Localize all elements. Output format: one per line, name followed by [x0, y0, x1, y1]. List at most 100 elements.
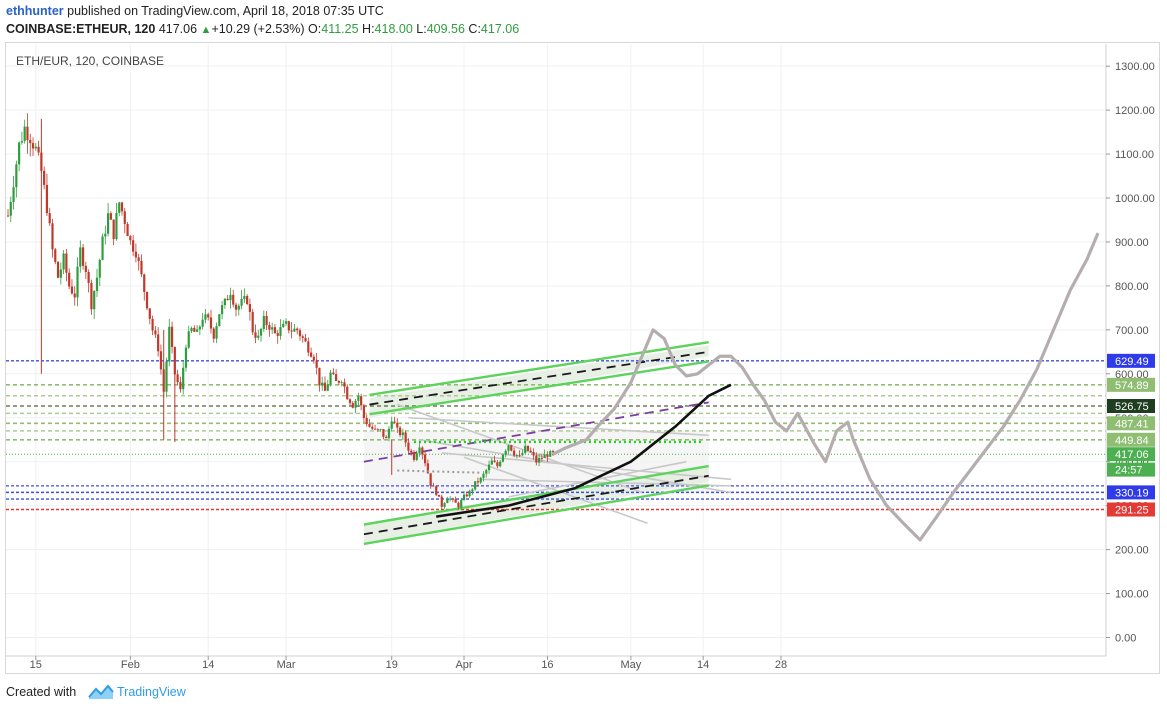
- price-tick-label: 900.00: [1115, 237, 1149, 249]
- candle-body: [518, 455, 521, 456]
- time-tick-label: May: [620, 659, 641, 671]
- published-text: published on TradingView.com, April 18, …: [67, 4, 384, 18]
- candle-body: [357, 396, 360, 401]
- ohlc-line: COINBASE:ETHEUR, 120 417.06 ▲+10.29 (+2.…: [6, 22, 519, 36]
- price-badge: [1107, 485, 1155, 500]
- price-badge: [1107, 432, 1155, 447]
- candle-body: [170, 326, 174, 347]
- candle-body: [262, 315, 265, 329]
- candle-body: [454, 499, 457, 503]
- candle-body: [526, 445, 530, 451]
- chart-frame[interactable]: [5, 42, 1160, 674]
- channel-lower-bottom: [363, 484, 709, 546]
- candle-body: [412, 452, 416, 460]
- candle-body: [279, 327, 282, 336]
- candle-body: [418, 447, 421, 454]
- candle-body: [298, 330, 302, 337]
- candle-body: [73, 293, 76, 298]
- candle-body: [435, 486, 438, 495]
- candle-body: [234, 304, 238, 310]
- candle-body: [415, 453, 418, 460]
- candle-body: [109, 213, 112, 220]
- candle-body: [70, 286, 74, 294]
- candle-body: [168, 326, 171, 362]
- time-tick-label: 28: [775, 659, 787, 671]
- candle-body: [426, 463, 429, 474]
- candle-body: [423, 454, 427, 464]
- price-tick-label: 1300.00: [1115, 61, 1155, 73]
- candle-body: [118, 202, 121, 213]
- candle-body: [15, 164, 18, 188]
- candle-body: [56, 261, 60, 278]
- candle-body: [132, 240, 135, 252]
- candle-body: [446, 498, 449, 504]
- price-tick-label: 1100.00: [1115, 149, 1154, 161]
- candle-body: [104, 233, 107, 237]
- candle-body: [340, 382, 343, 384]
- candle-body: [529, 450, 532, 453]
- candle-body: [493, 460, 496, 463]
- candle-body: [26, 126, 29, 141]
- candle-body: [499, 461, 502, 467]
- candle-body: [193, 327, 196, 332]
- candle-body: [54, 249, 57, 262]
- candle-body: [90, 282, 93, 310]
- candle-body: [387, 428, 391, 439]
- tradingview-brand[interactable]: TradingView: [117, 685, 186, 699]
- candle-body: [549, 451, 552, 457]
- price-badge-label: 487.41: [1115, 418, 1149, 430]
- candle-body: [259, 328, 263, 336]
- candle-body: [348, 399, 352, 404]
- candle-body: [140, 260, 143, 275]
- projection-path-detail: [552, 232, 1099, 541]
- candle-body: [287, 321, 290, 331]
- candle-body: [432, 485, 435, 487]
- price-tick-label: 1200.00: [1115, 105, 1155, 117]
- fan-line: [463, 456, 648, 524]
- chart-header: ethhunter published on TradingView.com, …: [0, 0, 1167, 42]
- candle-body: [190, 327, 193, 332]
- price-badge-label: 330.19: [1115, 487, 1149, 499]
- open-label: O:: [308, 22, 322, 36]
- time-tick-label: 14: [202, 659, 214, 671]
- candle-body: [390, 421, 393, 429]
- candle-body: [410, 450, 413, 453]
- candle-body: [76, 266, 79, 298]
- author-link[interactable]: ethhunter: [6, 4, 64, 18]
- candle-body: [143, 274, 146, 293]
- candle-body: [449, 498, 452, 500]
- candle-body: [429, 473, 432, 486]
- time-tick-label: Mar: [277, 659, 296, 671]
- candle-body: [465, 494, 468, 497]
- candle-body: [515, 455, 518, 456]
- created-with-text: Created with: [6, 685, 77, 699]
- candle-body: [490, 460, 493, 465]
- tradingview-logo-icon[interactable]: [88, 683, 114, 701]
- chart-title: ETH/EUR, 120, COINBASE: [16, 54, 165, 68]
- candle-body: [248, 303, 252, 312]
- price-tick-label: 0.00: [1115, 633, 1136, 645]
- candle-body: [48, 213, 51, 224]
- candle-body: [251, 311, 254, 333]
- up-triangle-icon: ▲: [200, 24, 212, 36]
- candle-body: [551, 451, 555, 453]
- candle-body: [407, 442, 410, 451]
- candle-body: [315, 360, 318, 368]
- candle-body: [9, 201, 12, 216]
- candle-body: [226, 298, 229, 301]
- candle-body: [65, 253, 68, 273]
- candle-body: [343, 382, 346, 387]
- time-tick-label: 16: [541, 659, 553, 671]
- candle-body: [23, 126, 26, 142]
- price-badge: [1107, 416, 1155, 431]
- time-tick-label: Feb: [121, 659, 140, 671]
- channel-lower-mid: [363, 474, 709, 536]
- price-badge-label: 629.49: [1115, 356, 1149, 368]
- candle-body: [532, 452, 535, 456]
- candle-body: [521, 452, 524, 456]
- candle-body: [229, 294, 232, 301]
- candle-body: [309, 352, 313, 357]
- candle-body: [126, 223, 129, 237]
- candle-body: [382, 429, 385, 437]
